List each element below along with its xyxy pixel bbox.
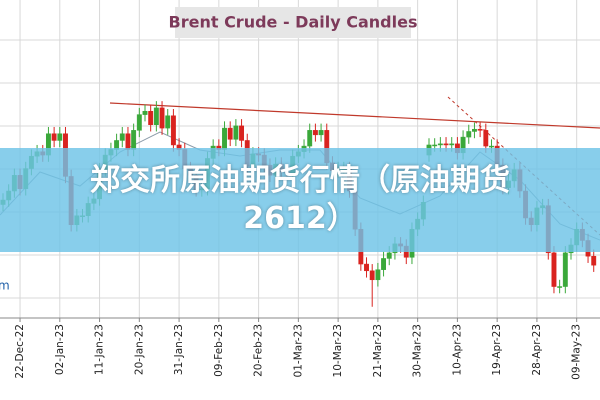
candle-body xyxy=(57,133,63,141)
candle-body xyxy=(483,130,489,147)
candle-body xyxy=(381,258,387,270)
candle-body xyxy=(222,127,227,150)
candle-body xyxy=(119,133,125,141)
trend-line xyxy=(109,102,600,129)
x-tick-label: 31-Jan-23 xyxy=(173,324,185,375)
candle-body xyxy=(364,263,369,272)
candle-body xyxy=(449,143,455,146)
candle-body xyxy=(142,110,148,115)
candle-body xyxy=(551,252,557,287)
candle-body xyxy=(148,110,154,125)
edge-text: m xyxy=(0,279,10,293)
x-tick-label: 28-Apr-23 xyxy=(531,324,543,376)
candle-body xyxy=(477,128,483,131)
candle-body xyxy=(557,286,563,288)
candle-body xyxy=(562,252,568,287)
chart-title: Brent Crude - Daily Candles xyxy=(169,13,418,32)
x-tick-label: 30-Mar-23 xyxy=(412,324,424,377)
candle-body xyxy=(432,144,438,147)
candle-body xyxy=(489,145,494,148)
title-box xyxy=(175,7,411,38)
candle-body xyxy=(369,270,375,281)
x-tick-label: 20-Feb-23 xyxy=(253,324,265,377)
candle-body xyxy=(386,252,392,259)
candle-body xyxy=(159,107,165,129)
banner: 郑交所原油期货行情（原油期货2612） xyxy=(0,148,600,252)
x-labels: 22-Dec-22 02-Jan-23 11-Jan-23 20-Jan-23 31-J… xyxy=(14,324,583,380)
x-tick-label: 10-Apr-23 xyxy=(451,324,463,376)
x-tick-label: 20-Jan-23 xyxy=(133,324,145,375)
x-tick-label: 19-Apr-23 xyxy=(491,324,503,376)
banner-text: 郑交所原油期货行情（原油期货2612） xyxy=(90,163,510,236)
x-tick-label: 09-May-23 xyxy=(571,324,583,380)
candle-body xyxy=(466,131,472,138)
x-tick-label: 22-Dec-22 xyxy=(14,324,26,379)
candle-body xyxy=(307,130,313,147)
x-tick-label: 02-Jan-23 xyxy=(54,324,66,375)
candle-body xyxy=(437,143,443,146)
candle-body xyxy=(153,107,159,125)
candle-body xyxy=(471,128,477,132)
candle-body xyxy=(170,115,176,146)
candle-body xyxy=(51,133,57,141)
candle-body xyxy=(233,125,239,140)
candle-body xyxy=(227,127,233,140)
x-tick-label: 10-Mar-23 xyxy=(332,324,344,377)
candle-body xyxy=(375,269,381,281)
candle-body xyxy=(131,130,137,150)
x-tick-label: 09-Feb-23 xyxy=(213,324,225,377)
candle-body xyxy=(239,125,245,141)
candle-body xyxy=(312,130,318,136)
candle-body xyxy=(591,255,597,266)
x-tick-label: 21-Mar-23 xyxy=(372,324,384,377)
x-tick-label: 01-Mar-23 xyxy=(292,324,304,377)
candle-body xyxy=(165,115,171,129)
candle-body xyxy=(318,130,324,136)
candle-body xyxy=(136,114,142,131)
x-tick-label: 11-Jan-23 xyxy=(94,324,106,375)
candle-body xyxy=(443,143,449,146)
